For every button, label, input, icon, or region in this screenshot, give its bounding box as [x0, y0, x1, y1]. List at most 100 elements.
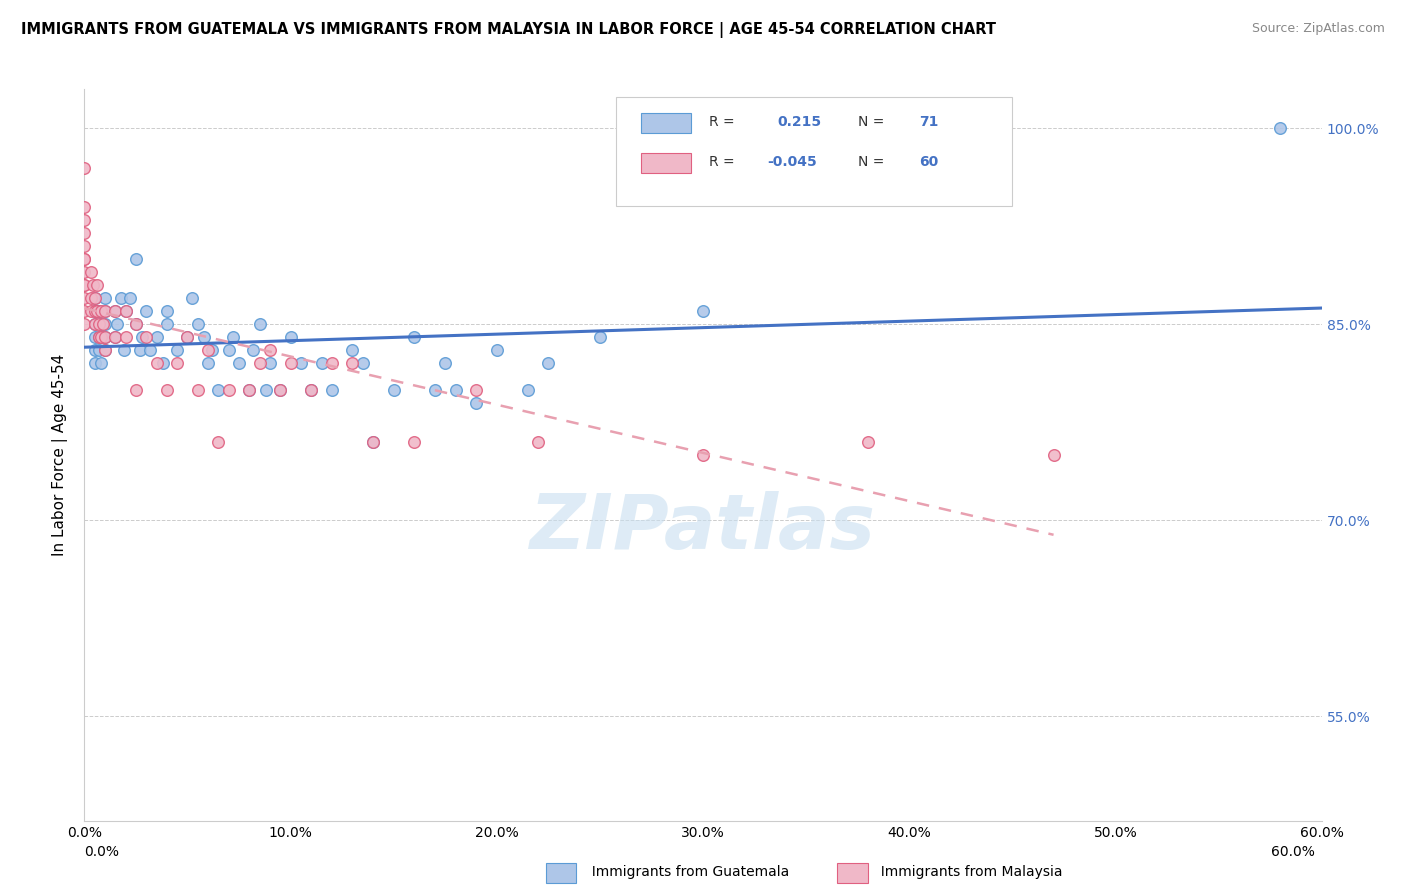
Point	[299, 383, 322, 397]
Point	[166, 357, 188, 371]
Point	[125, 318, 148, 332]
Point	[87, 330, 110, 344]
Point	[104, 330, 127, 344]
Text: -0.045: -0.045	[768, 155, 817, 169]
Text: 60.0%: 60.0%	[1271, 845, 1315, 859]
Point	[207, 383, 229, 397]
Point	[83, 330, 105, 344]
Point	[83, 304, 105, 318]
Point	[94, 343, 117, 358]
Point	[269, 383, 291, 397]
Point	[156, 304, 179, 318]
Text: N =: N =	[858, 115, 884, 129]
Point	[125, 383, 148, 397]
Point	[135, 304, 157, 318]
Point	[249, 357, 271, 371]
Point	[104, 304, 127, 318]
Point	[249, 318, 271, 332]
Point	[156, 318, 179, 332]
Point	[187, 318, 209, 332]
Point	[86, 278, 108, 293]
Point	[290, 357, 312, 371]
Point	[444, 383, 467, 397]
Point	[218, 383, 240, 397]
Point	[79, 291, 101, 305]
Point	[321, 357, 343, 371]
Point	[73, 304, 96, 318]
Point	[197, 343, 219, 358]
Point	[259, 343, 281, 358]
Point	[94, 330, 117, 344]
Text: IMMIGRANTS FROM GUATEMALA VS IMMIGRANTS FROM MALAYSIA IN LABOR FORCE | AGE 45-54: IMMIGRANTS FROM GUATEMALA VS IMMIGRANTS …	[21, 22, 995, 38]
Point	[105, 318, 128, 332]
Point	[83, 291, 105, 305]
Point	[104, 304, 127, 318]
Point	[104, 330, 127, 344]
Point	[131, 330, 153, 344]
Point	[516, 383, 538, 397]
Point	[125, 318, 148, 332]
FancyBboxPatch shape	[616, 96, 1012, 206]
Point	[73, 291, 96, 305]
Point	[176, 330, 198, 344]
Point	[180, 291, 202, 305]
Point	[1270, 121, 1292, 136]
Point	[135, 330, 157, 344]
Point	[79, 265, 101, 279]
Point	[73, 265, 96, 279]
Point	[527, 434, 550, 449]
Point	[404, 330, 426, 344]
Point	[207, 434, 229, 449]
Point	[222, 330, 245, 344]
Point	[83, 318, 105, 332]
Point	[166, 343, 188, 358]
Point	[589, 330, 612, 344]
Point	[280, 357, 302, 371]
Point	[73, 252, 96, 266]
Point	[114, 330, 136, 344]
Point	[465, 383, 488, 397]
Point	[94, 330, 117, 344]
Point	[537, 357, 560, 371]
Point	[321, 383, 343, 397]
Point	[87, 330, 110, 344]
Point	[311, 357, 333, 371]
Point	[73, 161, 96, 175]
Bar	[641, 112, 690, 133]
Point	[382, 383, 405, 397]
Point	[87, 343, 110, 358]
Point	[176, 330, 198, 344]
Point	[145, 330, 167, 344]
Point	[83, 343, 105, 358]
Point	[352, 357, 374, 371]
Point	[83, 357, 105, 371]
Point	[112, 343, 135, 358]
Point	[156, 383, 179, 397]
Point	[73, 226, 96, 240]
Text: Source: ZipAtlas.com: Source: ZipAtlas.com	[1251, 22, 1385, 36]
Point	[90, 304, 112, 318]
Point	[86, 304, 108, 318]
Point	[87, 318, 110, 332]
Text: 71: 71	[920, 115, 939, 129]
Point	[82, 278, 104, 293]
Point	[342, 343, 364, 358]
Point	[114, 304, 136, 318]
Point	[342, 357, 364, 371]
Point	[254, 383, 277, 397]
Point	[73, 212, 96, 227]
Point	[73, 318, 96, 332]
Text: 0.0%: 0.0%	[84, 845, 120, 859]
Point	[129, 343, 152, 358]
Point	[73, 239, 96, 253]
Text: R =: R =	[709, 155, 735, 169]
Point	[125, 252, 148, 266]
Point	[197, 357, 219, 371]
Point	[238, 383, 260, 397]
Point	[73, 200, 96, 214]
Point	[1042, 448, 1064, 462]
Point	[434, 357, 457, 371]
Text: N =: N =	[858, 155, 884, 169]
Point	[692, 448, 714, 462]
Text: R =: R =	[709, 115, 735, 129]
